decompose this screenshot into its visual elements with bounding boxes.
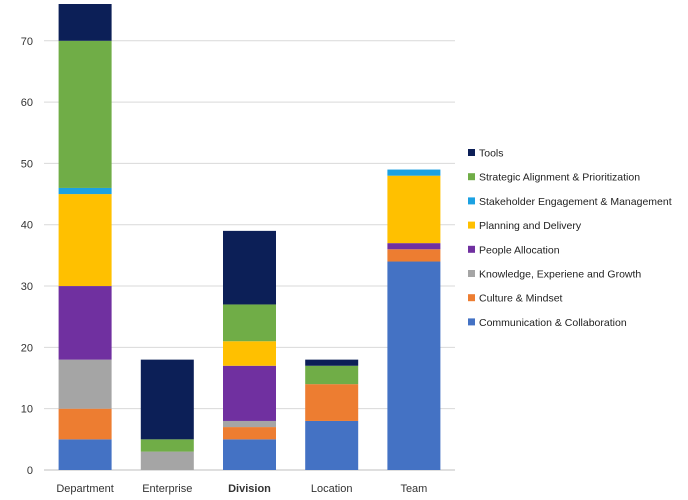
bar-segment — [223, 439, 276, 470]
bar-segment — [58, 40, 112, 188]
x-category-label: Location — [311, 483, 353, 495]
bar-segment — [387, 261, 441, 470]
bar-segment — [140, 439, 194, 452]
bar-segment — [58, 187, 112, 195]
bar-segment — [305, 359, 359, 366]
y-tick-label: 20 — [21, 342, 33, 354]
bar-segment — [58, 408, 112, 440]
legend-swatch — [468, 173, 475, 181]
legend-item: People Allocation — [468, 244, 560, 256]
legend-item: Knowledge, Experiene and Growth — [468, 269, 641, 281]
legend-swatch — [468, 318, 475, 326]
legend-label: Strategic Alignment & Prioritization — [479, 172, 640, 184]
legend-item: Stakeholder Engagement & Management — [468, 196, 672, 208]
legend-label: Culture & Mindset — [479, 293, 563, 305]
bar-segment — [58, 4, 112, 41]
legend-swatch — [468, 149, 475, 156]
bar-segment — [387, 249, 441, 262]
bar-stack-location — [305, 359, 359, 470]
bar-segment — [58, 286, 112, 360]
bar-stack-department — [58, 4, 112, 470]
bar-segment — [305, 384, 359, 421]
bar-stack-division — [223, 230, 276, 470]
bar-segment — [223, 427, 276, 440]
legend-label: Stakeholder Engagement & Management — [479, 196, 672, 208]
bar-segment — [140, 359, 194, 440]
bar-stack-enterprise — [140, 359, 194, 470]
y-tick-label: 30 — [21, 281, 33, 293]
x-category-label: Department — [56, 483, 113, 495]
legend-swatch — [468, 294, 475, 302]
legend-label: Communication & Collaboration — [479, 317, 627, 329]
legend-swatch — [468, 270, 475, 277]
y-tick-label: 50 — [21, 158, 33, 170]
x-category-label: Team — [400, 483, 427, 495]
bar-segment — [223, 365, 276, 421]
bar-segment — [387, 175, 441, 244]
bar-segment — [305, 420, 359, 470]
y-tick-label: 40 — [21, 220, 33, 232]
legend-swatch — [468, 197, 475, 205]
legend-label: People Allocation — [479, 244, 560, 256]
x-axis: Department Enterprise Division Location Team — [56, 483, 427, 495]
bar-stack-team — [387, 169, 441, 470]
legend-item: Tools — [468, 148, 504, 160]
x-category-label: Division — [228, 483, 271, 495]
y-tick-label: 10 — [21, 404, 33, 416]
bar-segment — [305, 365, 359, 385]
y-tick-label: 60 — [21, 97, 33, 109]
bar-segment — [387, 243, 441, 250]
legend-label: Knowledge, Experiene and Growth — [479, 269, 641, 281]
bar-segment — [387, 169, 441, 176]
y-tick-label: 0 — [27, 465, 33, 477]
legend-item: Communication & Collaboration — [468, 317, 627, 329]
legend-label: Planning and Delivery — [479, 220, 582, 232]
x-category-label: Enterprise — [142, 483, 192, 495]
y-tick-label: 70 — [21, 36, 33, 48]
bar-segment — [58, 439, 112, 470]
bars — [58, 4, 441, 470]
bar-segment — [58, 194, 112, 287]
bar-segment — [223, 230, 276, 305]
legend-label: Tools — [479, 148, 504, 160]
legend-swatch — [468, 245, 475, 253]
legend: Tools Strategic Alignment & Prioritizatio… — [468, 148, 672, 329]
bar-segment — [223, 420, 276, 428]
legend-swatch — [468, 221, 475, 229]
bar-segment — [223, 304, 276, 342]
legend-item: Planning and Delivery — [468, 220, 582, 232]
legend-item: Strategic Alignment & Prioritization — [468, 172, 640, 184]
bar-segment — [58, 359, 112, 409]
bar-segment — [223, 341, 276, 366]
legend-item: Culture & Mindset — [468, 293, 563, 305]
bar-segment — [140, 451, 194, 470]
y-axis: 0 10 20 30 40 50 60 70 — [21, 36, 33, 477]
